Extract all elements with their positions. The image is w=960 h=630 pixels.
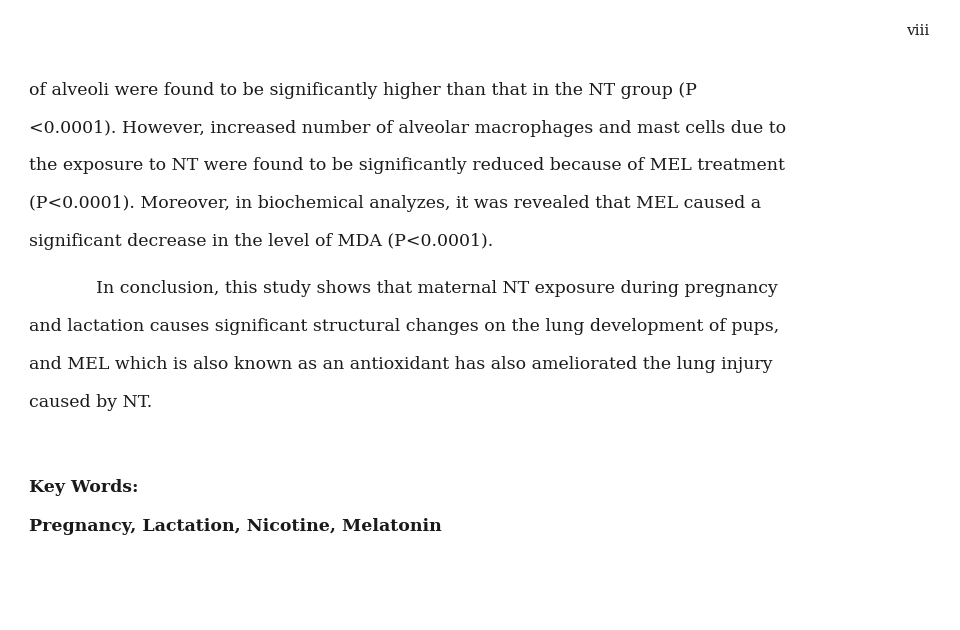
Text: viii: viii (906, 24, 929, 38)
Text: and MEL which is also known as an antioxidant has also ameliorated the lung inju: and MEL which is also known as an antiox… (29, 356, 773, 373)
Text: (P<0.0001). Moreover, in biochemical analyzes, it was revealed that MEL caused a: (P<0.0001). Moreover, in biochemical ana… (29, 195, 761, 212)
Text: of alveoli were found to be significantly higher than that in the NT group (P: of alveoli were found to be significantl… (29, 82, 697, 99)
Text: <0.0001). However, increased number of alveolar macrophages and mast cells due t: <0.0001). However, increased number of a… (29, 120, 786, 137)
Text: In conclusion, this study shows that maternal NT exposure during pregnancy: In conclusion, this study shows that mat… (96, 280, 778, 297)
Text: and lactation causes significant structural changes on the lung development of p: and lactation causes significant structu… (29, 318, 780, 335)
Text: Key Words:: Key Words: (29, 479, 138, 496)
Text: Pregnancy, Lactation, Nicotine, Melatonin: Pregnancy, Lactation, Nicotine, Melatoni… (29, 518, 442, 535)
Text: caused by NT.: caused by NT. (29, 394, 152, 411)
Text: significant decrease in the level of MDA (P<0.0001).: significant decrease in the level of MDA… (29, 233, 493, 250)
Text: the exposure to NT were found to be significantly reduced because of MEL treatme: the exposure to NT were found to be sign… (29, 158, 784, 175)
